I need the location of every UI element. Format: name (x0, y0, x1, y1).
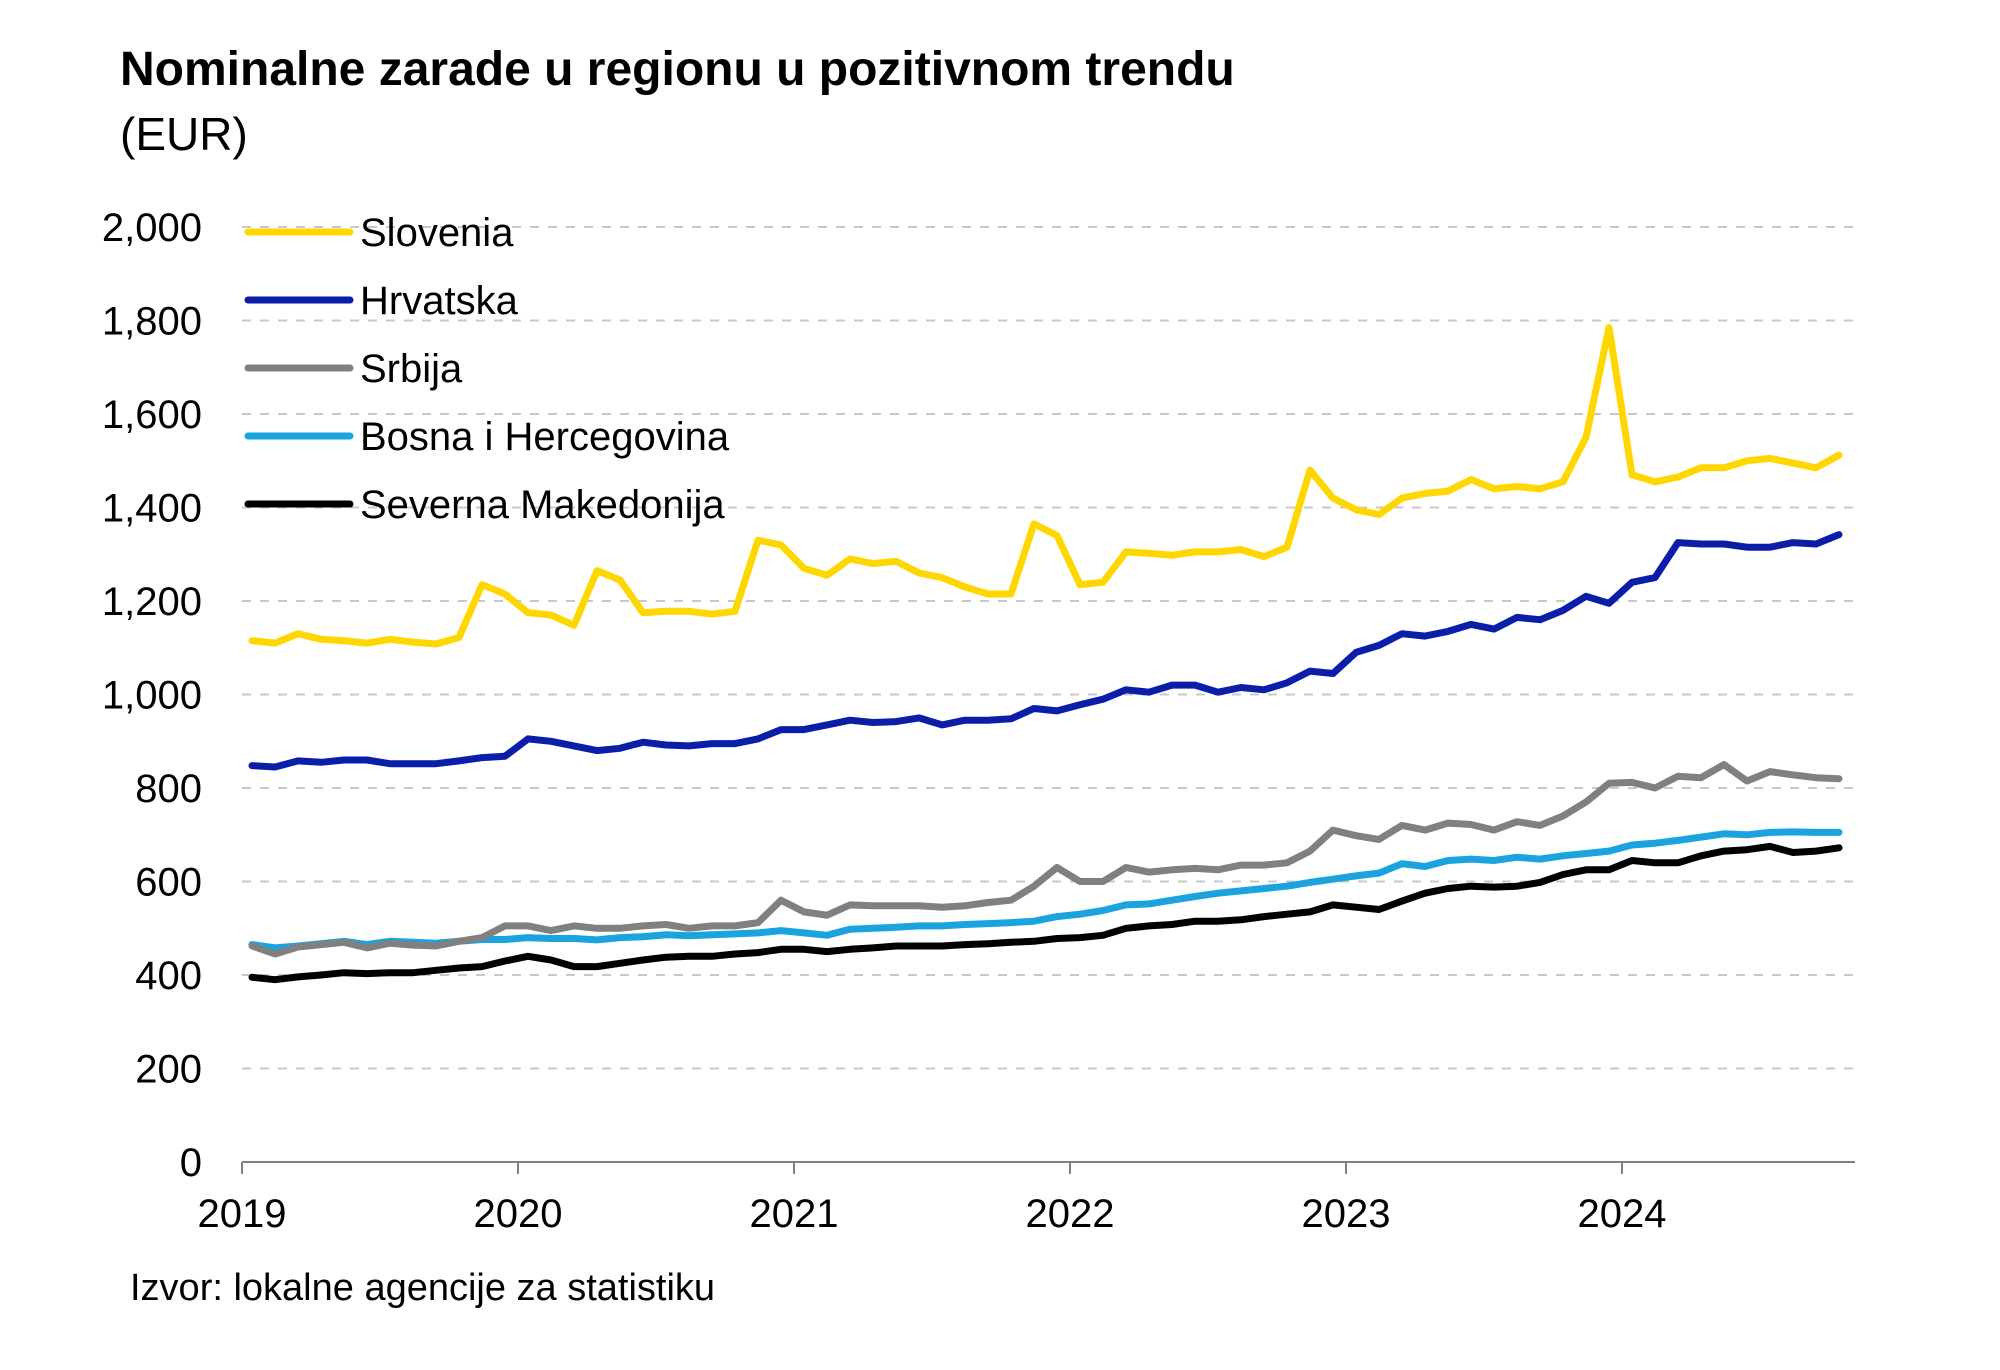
legend: Slovenia Hrvatska Srbija Bosna i Hercegovin… (244, 211, 730, 527)
series-lines (248, 324, 1843, 984)
y-tick-label: 600 (135, 861, 202, 905)
x-tick-label: 2024 (1578, 1192, 1667, 1236)
x-tick-label: 2020 (474, 1192, 563, 1236)
y-tick-label: 800 (135, 767, 202, 811)
chart-subtitle: (EUR) (120, 108, 248, 160)
legend-label: Bosna i Hercegovina (360, 415, 730, 459)
x-tick-label: 2023 (1302, 1192, 1391, 1236)
y-tick-label: 1,200 (102, 580, 202, 624)
source-note: Izvor: lokalne agencije za statistiku (130, 1267, 715, 1309)
y-tick-label: 1,000 (102, 674, 202, 718)
y-tick-label: 1,600 (102, 393, 202, 437)
y-tick-label: 1,400 (102, 487, 202, 531)
series-line-hrvatska (248, 531, 1843, 771)
series-line-slovenia (248, 324, 1843, 648)
x-tick-label: 2022 (1026, 1192, 1115, 1236)
axes: 0 200 400 600 800 1,000 1,200 1,400 1,600 1,800 2,… (102, 206, 1855, 1236)
y-tick-label: 200 (135, 1048, 202, 1092)
x-tick-label: 2019 (198, 1192, 287, 1236)
y-tick-label: 1,800 (102, 300, 202, 344)
series-line-srbija (248, 761, 1843, 958)
legend-label: Slovenia (360, 211, 514, 255)
series-line-severna-makedonija (248, 842, 1843, 984)
y-tick-label: 2,000 (102, 206, 202, 250)
legend-label: Severna Makedonija (360, 483, 725, 527)
chart-title: Nominalne zarade u regionu u pozitivnom … (120, 43, 1235, 96)
y-tick-label: 400 (135, 954, 202, 998)
series-line-bosna-i-hercegovina (248, 828, 1843, 952)
legend-label: Srbija (360, 347, 463, 391)
legend-label: Hrvatska (360, 279, 519, 323)
x-tick-label: 2021 (750, 1192, 839, 1236)
y-tick-label: 0 (180, 1141, 202, 1185)
